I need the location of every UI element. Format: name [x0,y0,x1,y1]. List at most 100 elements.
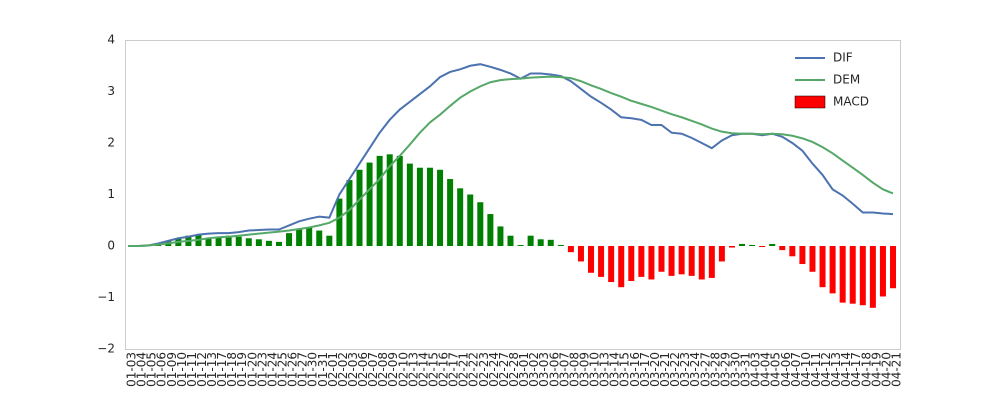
legend-label: MACD [833,95,869,109]
x-tick-label: 03-01 [517,352,531,387]
x-tick-group: 01-05 [145,352,159,387]
x-tick-group: 04-04 [759,352,773,387]
x-tick-label: 01-09 [165,352,179,387]
x-tick-group: 03-13 [598,352,612,387]
x-tick-label: 03-16 [628,352,642,387]
x-tick-group: 03-23 [678,352,692,387]
x-tick-group: 02-17 [447,352,461,387]
x-tick-group: 04-19 [869,352,883,387]
y-tick-label: −2 [97,342,115,356]
x-tick-label: 04-04 [759,352,773,387]
bar [688,246,695,276]
bar [739,243,746,246]
x-tick-label: 01-17 [215,352,229,387]
bar [527,235,534,246]
x-tick-label: 04-13 [829,352,843,387]
x-tick-group: 03-31 [739,352,753,387]
x-tick-group: 02-09 [386,352,400,387]
x-tick-label: 02-06 [356,352,370,387]
x-tick-label: 02-01 [326,352,340,387]
x-tick-label: 02-09 [386,352,400,387]
bar [537,239,544,246]
bar [718,246,725,262]
x-tick-group: 03-01 [517,352,531,387]
bar [467,194,474,246]
x-tick-group: 03-17 [638,352,652,387]
x-tick-group: 02-27 [497,352,511,387]
x-tick-label: 03-17 [638,352,652,387]
y-tick-label: 0 [107,239,115,253]
x-tick-group: 01-23 [255,352,269,387]
bar [598,246,605,277]
x-tick-group: 02-21 [457,352,471,387]
x-tick-group: 01-20 [245,352,259,387]
x-tick-group: 04-11 [809,352,823,387]
x-tick-label: 01-13 [205,352,219,387]
x-tick-label: 02-08 [376,352,390,387]
x-tick-label: 04-17 [849,352,863,387]
bar [306,227,313,246]
x-tick-group: 02-14 [416,352,430,387]
x-tick-label: 02-28 [507,352,521,387]
x-tick-label: 04-07 [789,352,803,387]
bar [728,246,735,248]
bar [215,236,222,246]
x-tick-group: 01-03 [125,352,139,387]
x-tick-label: 04-12 [819,352,833,387]
x-tick-group: 01-09 [165,352,179,387]
x-tick-group: 01-11 [185,352,199,387]
y-tick-label: 2 [107,136,115,150]
x-tick-label: 03-10 [588,352,602,387]
bar [245,238,252,246]
bar [839,246,846,303]
x-tick-label: 04-21 [890,352,904,387]
plot-frame [125,40,901,350]
bar [426,167,433,246]
bar [638,246,645,277]
x-tick-group: 01-18 [225,352,239,387]
bar [608,246,615,283]
x-tick-label: 01-23 [255,352,269,387]
x-tick-group: 01-17 [215,352,229,387]
x-tick-group: 01-13 [205,352,219,387]
y-tick-label: −1 [97,290,115,304]
x-tick-label: 02-10 [396,352,410,387]
x-tick-label: 03-03 [537,352,551,387]
bar [447,179,454,246]
x-tick-group: 03-07 [557,352,571,387]
bar [437,169,444,246]
bar [799,246,806,265]
bar [869,246,876,308]
bar [265,240,272,246]
bar [396,155,403,246]
x-tick-label: 01-26 [286,352,300,387]
bar [577,246,584,262]
x-tick-label: 03-14 [608,352,622,387]
x-tick-group: 04-05 [769,352,783,387]
x-tick-group: 01-30 [306,352,320,387]
x-tick-group: 04-03 [749,352,763,387]
bar [849,246,856,304]
x-tick-group: 02-03 [346,352,360,387]
bar [336,198,343,246]
x-tick-label: 03-24 [688,352,702,387]
bar [588,246,595,273]
x-tick-group: 03-06 [547,352,561,387]
x-tick-label: 03-27 [698,352,712,387]
bar [648,246,655,280]
x-tick-group: 03-03 [537,352,551,387]
x-tick-label: 03-29 [718,352,732,387]
bar [416,167,423,246]
x-tick-group: 04-07 [789,352,803,387]
bar [879,246,886,297]
x-tick-group: 02-22 [467,352,481,387]
x-tick-group: 01-10 [175,352,189,387]
x-tick-label: 01-05 [145,352,159,387]
x-tick-group: 01-27 [296,352,310,387]
x-tick-group: 03-27 [698,352,712,387]
x-tick-group: 02-08 [376,352,390,387]
bar [819,246,826,288]
bar [406,163,413,246]
x-tick-label: 02-07 [366,352,380,387]
bar [618,246,625,288]
